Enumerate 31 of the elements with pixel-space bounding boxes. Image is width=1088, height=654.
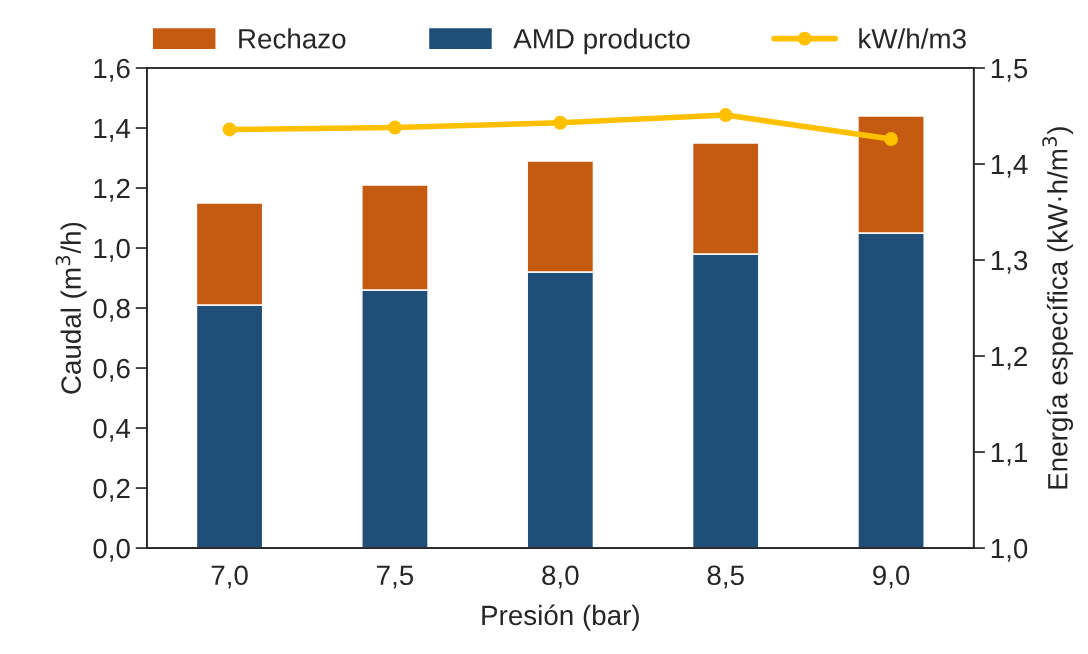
- y-tick-label: 0,6: [93, 358, 130, 382]
- y-tick-label: 0,8: [93, 298, 130, 322]
- x-tick-label: 8,5: [707, 565, 744, 589]
- x-tick-label: 8,0: [542, 565, 579, 589]
- y-tick-label: 1,6: [94, 58, 130, 82]
- y2-tick-label: 1,0: [991, 538, 1028, 562]
- y-tick-label: 0,0: [93, 538, 130, 562]
- y-tick-label: 1,4: [94, 118, 131, 142]
- x-tick-label: 7,5: [377, 565, 414, 589]
- point: [718, 108, 733, 123]
- x-axis-title: Presión (bar): [482, 604, 639, 631]
- y-tick-label: 0,2: [93, 478, 130, 502]
- y2-tick-label: 1,4: [991, 154, 1028, 178]
- y2-tick-label: 1,1: [991, 443, 1027, 466]
- y-tick-label: 0,4: [93, 418, 131, 442]
- point: [222, 122, 237, 137]
- y-axis-title: Caudal (m$^{3}$/h): [55, 222, 87, 394]
- point: [884, 132, 899, 147]
- y2-tick-label: 1,3: [991, 250, 1028, 274]
- x-tick-label: 9,0: [873, 565, 910, 589]
- legend-label: kW/h/m3: [859, 28, 966, 49]
- y2-tick-label: 1,5: [991, 58, 1028, 82]
- legend-label: Rechazo: [239, 28, 346, 49]
- x-tick-label: 7,0: [211, 565, 248, 589]
- point: [387, 120, 402, 135]
- point: [553, 115, 568, 130]
- y-tick-label: 1,2: [94, 178, 130, 202]
- y-tick-label: 1,0: [94, 238, 130, 262]
- legend-label: AMD producto: [513, 28, 690, 55]
- y2-tick-label: 1,2: [991, 346, 1027, 370]
- y2-axis-title: Energía específica (kW·h/m$^{3}$): [1042, 127, 1074, 489]
